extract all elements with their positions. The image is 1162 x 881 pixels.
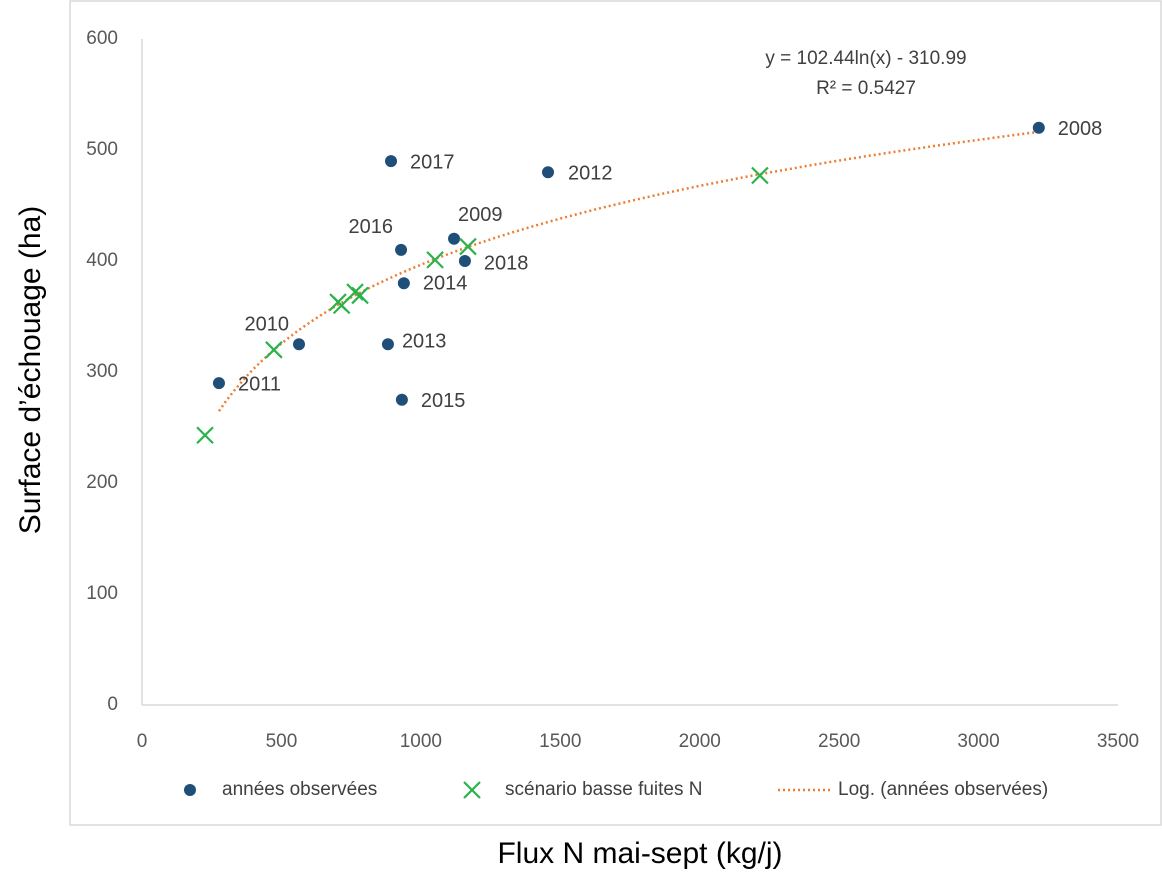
x-tick-label: 3000 [957,731,999,752]
point [426,251,444,269]
point [292,338,305,351]
point [448,232,461,245]
point-label: 2012 [568,162,613,184]
point-label: 2010 [244,314,289,336]
x-tick-label: 0 [137,731,148,752]
y-tick-label: 100 [86,583,118,604]
y-tick-label: 600 [86,28,118,49]
y-axis-title: Surface d’échouage (ha) [14,206,47,535]
point-label: 2018 [484,252,529,274]
point-label: 2011 [238,373,281,395]
x-tick-label: 1500 [539,731,581,752]
legend-label: années observées [222,779,377,800]
trendline [217,130,1039,412]
point [1032,121,1045,134]
point-label: 2016 [349,216,394,238]
point-label: 2013 [402,331,447,353]
point [265,341,283,359]
x-tick-label: 2500 [818,731,860,752]
legend-marker [184,784,196,796]
y-tick-label: 500 [86,139,118,160]
x-tick-label: 1000 [400,731,442,752]
y-tick-label: 0 [107,694,118,715]
trend-equation: y = 102.44ln(x) - 310.99 [765,48,966,69]
point [395,243,408,256]
point [346,283,364,301]
y-tick-label: 200 [86,472,118,493]
point [351,286,369,305]
point [751,166,769,185]
point-label: 2017 [410,151,455,173]
point [458,255,471,267]
chart-border [69,0,1162,826]
point [542,166,555,179]
y-tick-label: 300 [86,361,118,382]
point [397,277,410,290]
x-tick-label: 500 [266,731,298,752]
point [212,377,225,390]
point-label: 2014 [423,272,468,294]
point-label: 2008 [1058,118,1103,140]
point-label: 2015 [421,390,466,412]
point [196,426,214,445]
x-tick-label: 2000 [679,731,721,752]
point [395,393,408,406]
trend-r2: R² = 0.5427 [816,78,916,99]
x-axis-title: Flux N mai-sept (kg/j) [497,837,782,870]
x-tick-label: 3500 [1097,731,1139,752]
point [381,338,394,351]
legend-label: Log. (années observées) [838,779,1048,800]
point-label: 2009 [458,204,503,226]
point [385,155,398,168]
point [459,237,477,256]
y-tick-label: 400 [86,250,118,271]
point [332,296,351,315]
legend-marker [463,781,481,799]
legend-label: scénario basse fuites N [505,779,703,800]
